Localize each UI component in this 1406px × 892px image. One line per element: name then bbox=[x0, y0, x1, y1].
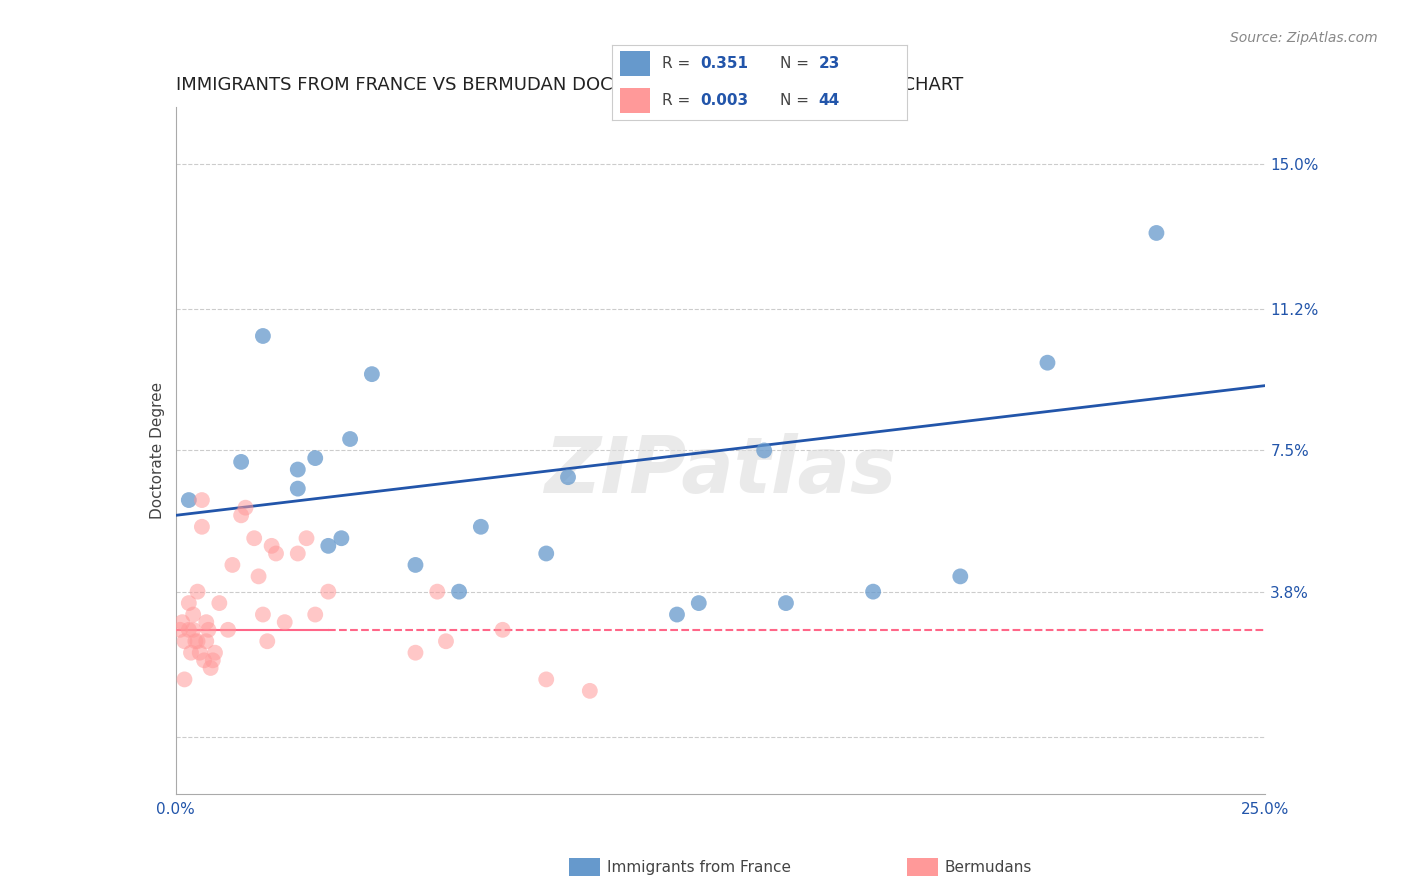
Point bbox=[492, 623, 515, 637]
Point bbox=[173, 673, 195, 687]
Point bbox=[534, 546, 557, 561]
Point bbox=[247, 569, 270, 583]
Point bbox=[181, 623, 204, 637]
Point bbox=[235, 500, 257, 515]
Point bbox=[862, 584, 884, 599]
Point bbox=[201, 653, 224, 667]
Point bbox=[754, 443, 776, 458]
Text: ZIPatlas: ZIPatlas bbox=[544, 433, 897, 509]
Point bbox=[295, 531, 318, 545]
Point bbox=[557, 470, 579, 484]
Text: R =: R = bbox=[662, 93, 695, 108]
Point bbox=[339, 432, 361, 446]
Text: N =: N = bbox=[780, 93, 814, 108]
Point bbox=[191, 493, 214, 508]
Point bbox=[426, 584, 449, 599]
Y-axis label: Doctorate Degree: Doctorate Degree bbox=[149, 382, 165, 519]
Point bbox=[200, 661, 222, 675]
Point bbox=[188, 646, 211, 660]
Point bbox=[470, 520, 492, 534]
Point bbox=[177, 623, 200, 637]
Point bbox=[193, 653, 215, 667]
Point bbox=[1036, 356, 1059, 370]
Point bbox=[287, 462, 309, 476]
Point bbox=[330, 531, 353, 545]
Point bbox=[318, 539, 340, 553]
Point bbox=[434, 634, 457, 648]
Point bbox=[186, 634, 209, 648]
Point bbox=[304, 607, 326, 622]
Text: Immigrants from France: Immigrants from France bbox=[607, 860, 792, 874]
Point bbox=[666, 607, 689, 622]
Point bbox=[197, 623, 219, 637]
Point bbox=[184, 634, 207, 648]
Text: 0.0%: 0.0% bbox=[156, 802, 195, 816]
Point bbox=[173, 634, 195, 648]
Point bbox=[361, 367, 384, 381]
Point bbox=[177, 596, 200, 610]
Point bbox=[252, 607, 274, 622]
Point bbox=[688, 596, 710, 610]
Point bbox=[287, 546, 309, 561]
Point bbox=[256, 634, 278, 648]
Point bbox=[217, 623, 239, 637]
Point bbox=[775, 596, 797, 610]
Point bbox=[195, 634, 218, 648]
Point bbox=[208, 596, 231, 610]
Text: IMMIGRANTS FROM FRANCE VS BERMUDAN DOCTORATE DEGREE CORRELATION CHART: IMMIGRANTS FROM FRANCE VS BERMUDAN DOCTO… bbox=[176, 77, 963, 95]
Point bbox=[231, 455, 253, 469]
Point bbox=[177, 493, 200, 508]
Text: 0.351: 0.351 bbox=[700, 56, 748, 71]
Point bbox=[287, 482, 309, 496]
Point bbox=[405, 646, 427, 660]
Point bbox=[447, 584, 470, 599]
Point bbox=[274, 615, 297, 630]
Point bbox=[195, 615, 218, 630]
Point bbox=[264, 546, 287, 561]
Text: 44: 44 bbox=[818, 93, 839, 108]
Text: 0.003: 0.003 bbox=[700, 93, 748, 108]
Point bbox=[318, 584, 340, 599]
Point bbox=[534, 673, 557, 687]
Point bbox=[304, 451, 326, 466]
Point bbox=[231, 508, 253, 523]
Point bbox=[186, 584, 209, 599]
Point bbox=[1146, 226, 1168, 240]
Point bbox=[243, 531, 266, 545]
Point bbox=[260, 539, 283, 553]
Bar bbox=[620, 52, 650, 77]
Point bbox=[204, 646, 226, 660]
Point bbox=[405, 558, 427, 572]
Text: Bermudans: Bermudans bbox=[945, 860, 1032, 874]
Point bbox=[180, 646, 202, 660]
Text: R =: R = bbox=[662, 56, 695, 71]
Text: 25.0%: 25.0% bbox=[1241, 802, 1289, 816]
Point bbox=[181, 607, 204, 622]
Text: Source: ZipAtlas.com: Source: ZipAtlas.com bbox=[1230, 31, 1378, 45]
Text: 23: 23 bbox=[818, 56, 839, 71]
Point bbox=[252, 329, 274, 343]
Point bbox=[169, 623, 191, 637]
Point bbox=[191, 520, 214, 534]
Point bbox=[949, 569, 972, 583]
Point bbox=[579, 683, 602, 698]
Text: N =: N = bbox=[780, 56, 814, 71]
Point bbox=[172, 615, 194, 630]
Point bbox=[221, 558, 243, 572]
Bar bbox=[620, 87, 650, 112]
